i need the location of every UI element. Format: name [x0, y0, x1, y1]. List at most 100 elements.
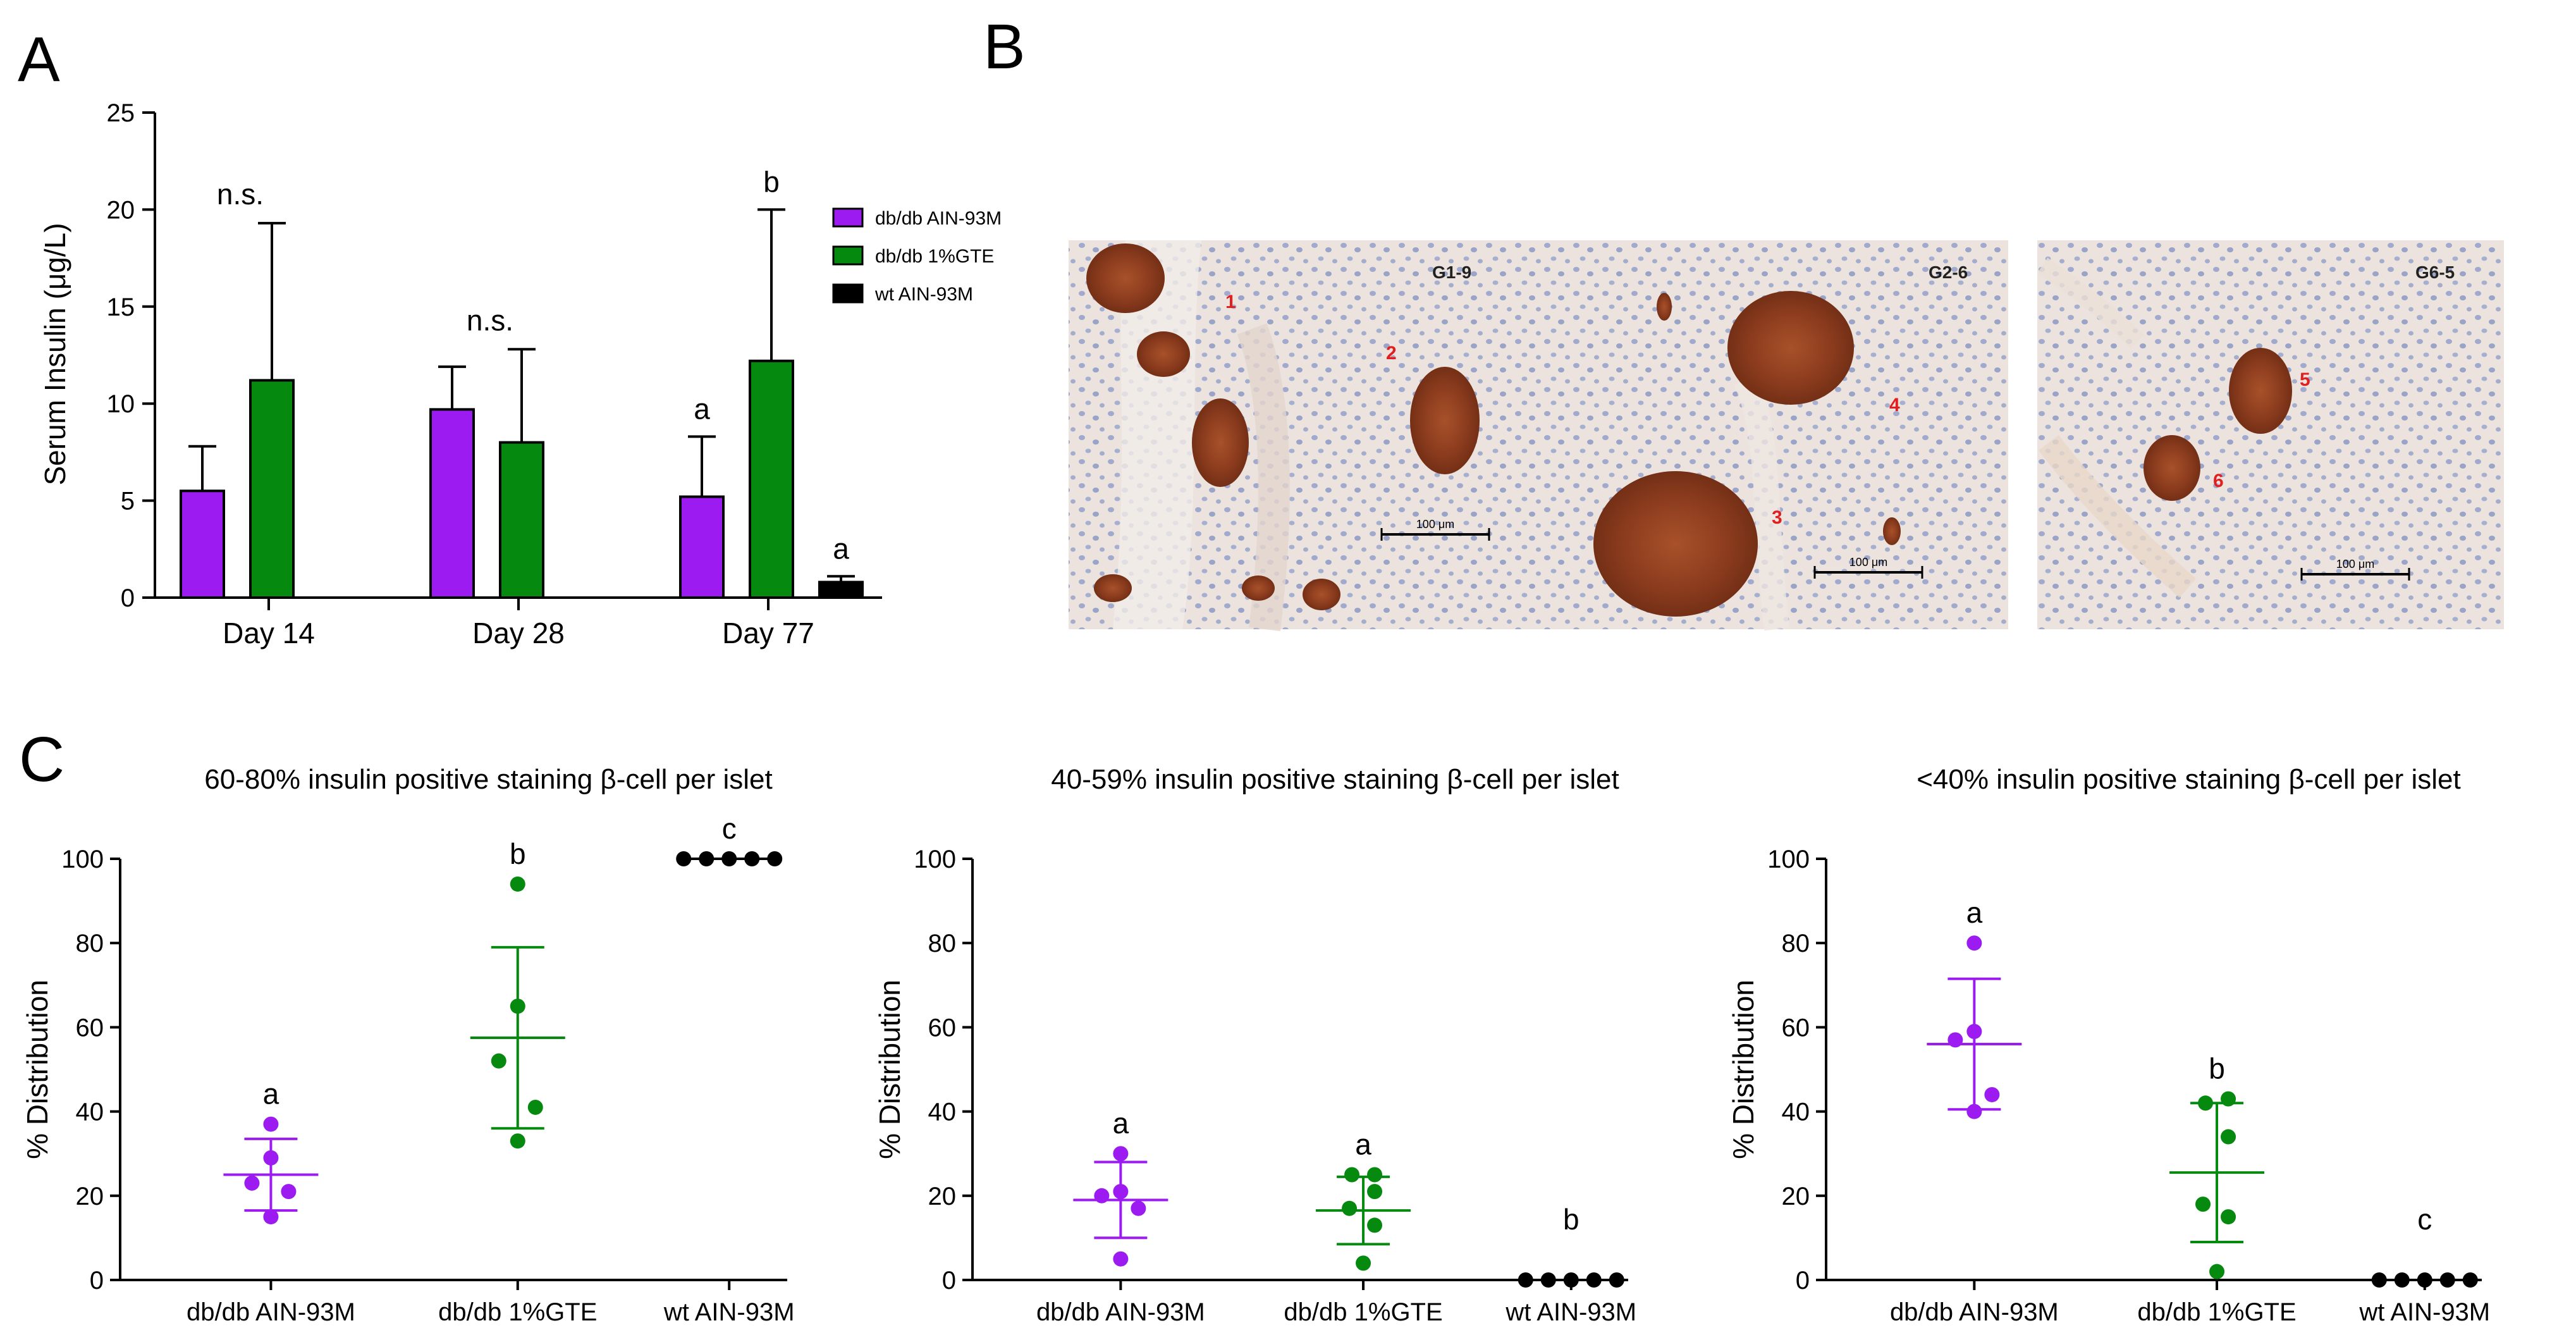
data-point [244, 1175, 260, 1191]
data-point [2439, 1272, 2455, 1288]
y-tick-label: 80 [928, 930, 957, 957]
y-tick-label: 20 [107, 196, 135, 224]
chart-title: <40% insulin positive staining β-cell pe… [1917, 764, 2461, 795]
y-tick-label: 0 [1796, 1267, 1810, 1295]
chart-title: 60-80% insulin positive staining β-cell … [204, 764, 772, 795]
data-point [1540, 1272, 1556, 1288]
x-tick-label: wt AIN-93M [1505, 1298, 1636, 1326]
data-point [2394, 1272, 2410, 1288]
data-point [2209, 1264, 2225, 1279]
significance-label: a [1966, 896, 1983, 929]
data-point [2462, 1272, 2478, 1288]
scale-bar-label: 100 μm [2336, 558, 2374, 570]
data-point [721, 851, 737, 866]
y-tick-label: 0 [121, 584, 135, 612]
data-point [676, 851, 692, 866]
bar [499, 441, 544, 599]
data-point [1367, 1184, 1383, 1200]
significance-label: b [2209, 1052, 2225, 1085]
y-tick-label: 40 [76, 1098, 104, 1126]
data-point [1131, 1200, 1146, 1216]
bar [180, 489, 225, 600]
data-point [1966, 1104, 1982, 1119]
data-point [1966, 1024, 1982, 1040]
significance-label: b [510, 837, 526, 870]
x-tick-label: wt AIN-93M [663, 1298, 795, 1326]
data-point [510, 876, 525, 892]
data-point [1947, 1032, 1963, 1048]
connective-tissue [2037, 257, 2144, 348]
significance-label: a [263, 1078, 279, 1110]
bar [429, 408, 475, 599]
legend-label: db/db 1%GTE [875, 246, 994, 267]
islet-stain [1883, 517, 1901, 545]
data-point [263, 1150, 279, 1166]
y-tick-label: 20 [76, 1183, 104, 1210]
x-tick-label: db/db AIN-93M [1036, 1298, 1205, 1326]
y-tick-label: 80 [76, 930, 104, 957]
y-tick-label: 0 [942, 1267, 956, 1295]
significance-label: a [694, 392, 710, 425]
data-point [2371, 1272, 2387, 1288]
data-point [1113, 1146, 1129, 1162]
data-point [263, 1116, 279, 1132]
data-point [1356, 1255, 1371, 1271]
islet-number: 5 [2300, 369, 2310, 390]
data-point [1342, 1200, 1358, 1216]
y-tick-label: 80 [1782, 930, 1810, 957]
data-point [1586, 1272, 1602, 1288]
islet-stain [1137, 331, 1190, 377]
image-id: G2-6 [1929, 262, 1968, 282]
significance-label: c [2417, 1203, 2432, 1236]
data-point [1094, 1188, 1110, 1203]
bar [679, 495, 725, 599]
y-tick-label: 100 [1767, 846, 1810, 873]
significance-label: c [722, 812, 737, 845]
significance-label: a [1355, 1128, 1371, 1161]
legend-label: wt AIN-93M [874, 284, 973, 305]
data-point [2198, 1095, 2214, 1111]
data-point [1984, 1086, 2000, 1102]
data-point [2195, 1197, 2211, 1212]
vessel [1733, 374, 1789, 631]
y-tick-label: 15 [107, 293, 135, 321]
legend-swatch [832, 207, 864, 228]
micrograph-g6-5: G6-5 5 6 100 μm [2037, 240, 2504, 629]
bar [249, 379, 295, 599]
data-point [1113, 1251, 1129, 1267]
data-point [1609, 1272, 1624, 1288]
micrograph-g1-9: G1-9 1 2 100 μm [1069, 240, 1573, 632]
data-point [744, 851, 760, 866]
panel-label-a: A [18, 24, 60, 95]
scatter-chart-60-80: 60-80% insulin positive staining β-cell … [21, 764, 795, 1326]
islet-stain [1086, 243, 1165, 313]
data-point [281, 1184, 297, 1200]
y-tick-label: 25 [107, 99, 135, 127]
islet-stain [1192, 398, 1249, 487]
significance-label: b [1563, 1203, 1579, 1236]
significance-label: n.s. [217, 178, 264, 211]
bar [818, 581, 864, 599]
data-point [510, 999, 525, 1014]
legend-label: db/db AIN-93M [875, 208, 1002, 229]
x-tick-label: db/db AIN-93M [1890, 1298, 2059, 1326]
data-point [767, 851, 783, 866]
data-point [263, 1209, 279, 1225]
y-tick-label: 40 [928, 1098, 957, 1126]
islet-stain [1410, 367, 1480, 474]
islet-number: 4 [1889, 395, 1900, 415]
y-tick-label: 100 [61, 846, 104, 873]
legend-swatch [832, 283, 864, 304]
significance-label: b [763, 165, 780, 198]
islet-stain [1303, 579, 1340, 610]
legend-swatch [832, 245, 864, 266]
significance-label: a [833, 532, 849, 565]
data-point [1113, 1184, 1129, 1200]
chart-title: 40-59% insulin positive staining β-cell … [1051, 764, 1619, 795]
x-tick-label: wt AIN-93M [2358, 1298, 2490, 1326]
x-tick-label: Day 77 [722, 617, 814, 649]
micrograph-g2-6: G2-6 3 4 100 μm [1554, 240, 2008, 631]
data-point [2417, 1272, 2432, 1288]
islet-stain [1242, 575, 1275, 601]
